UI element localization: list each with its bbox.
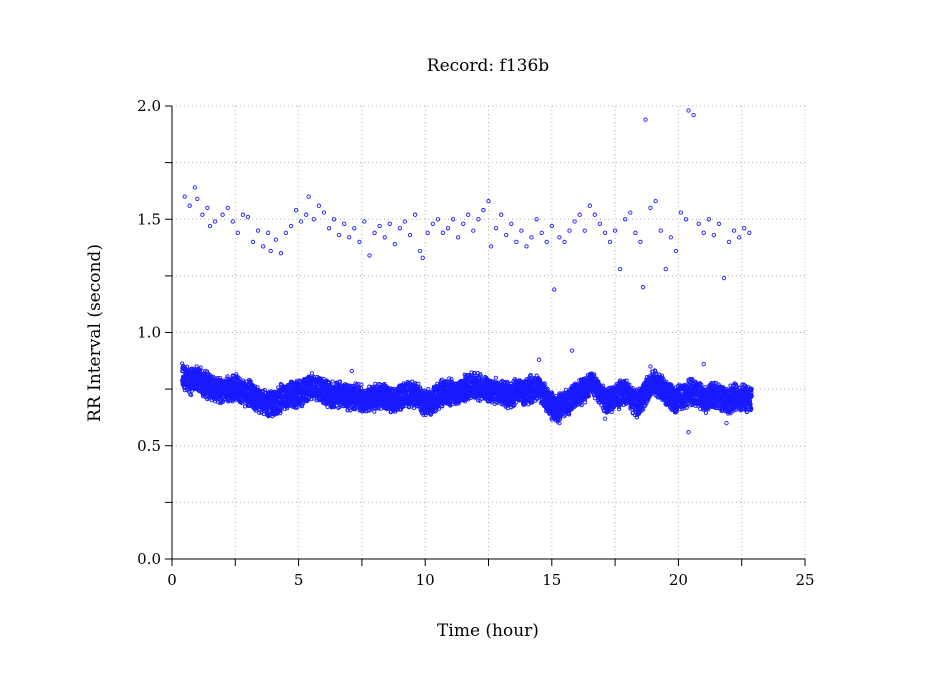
data-point [330,379,335,384]
grid-lines [172,105,806,559]
y-tick-label: 0.5 [137,437,161,455]
data-point [493,375,498,380]
y-tick-label: 0.0 [137,550,161,568]
data-point [278,409,283,414]
data-point [253,408,258,413]
x-tick-label: 25 [795,571,814,589]
x-tick-label: 0 [167,571,177,589]
series-main [180,361,754,424]
x-tick-label: 15 [542,571,561,589]
x-tick-label: 10 [416,571,435,589]
y-axis-ticks: 0.0 0.5 1.0 1.5 2.0 [137,97,172,568]
data-point [198,365,203,370]
data-point [220,399,226,404]
data-point [215,375,220,381]
data-points [180,108,754,435]
data-point [234,372,239,377]
data-point [309,371,314,376]
chart-title: Record: f136b [427,56,549,76]
data-point [189,392,194,398]
y-tick-label: 1.0 [137,324,161,342]
x-tick-label: 20 [669,571,688,589]
y-tick-label: 2.0 [137,97,161,115]
x-axis-ticks: 0 5 10 15 20 25 [167,559,815,589]
data-point [253,384,258,389]
data-point [278,411,283,416]
y-tick-label: 1.5 [137,210,161,228]
x-tick-label: 5 [294,571,304,589]
